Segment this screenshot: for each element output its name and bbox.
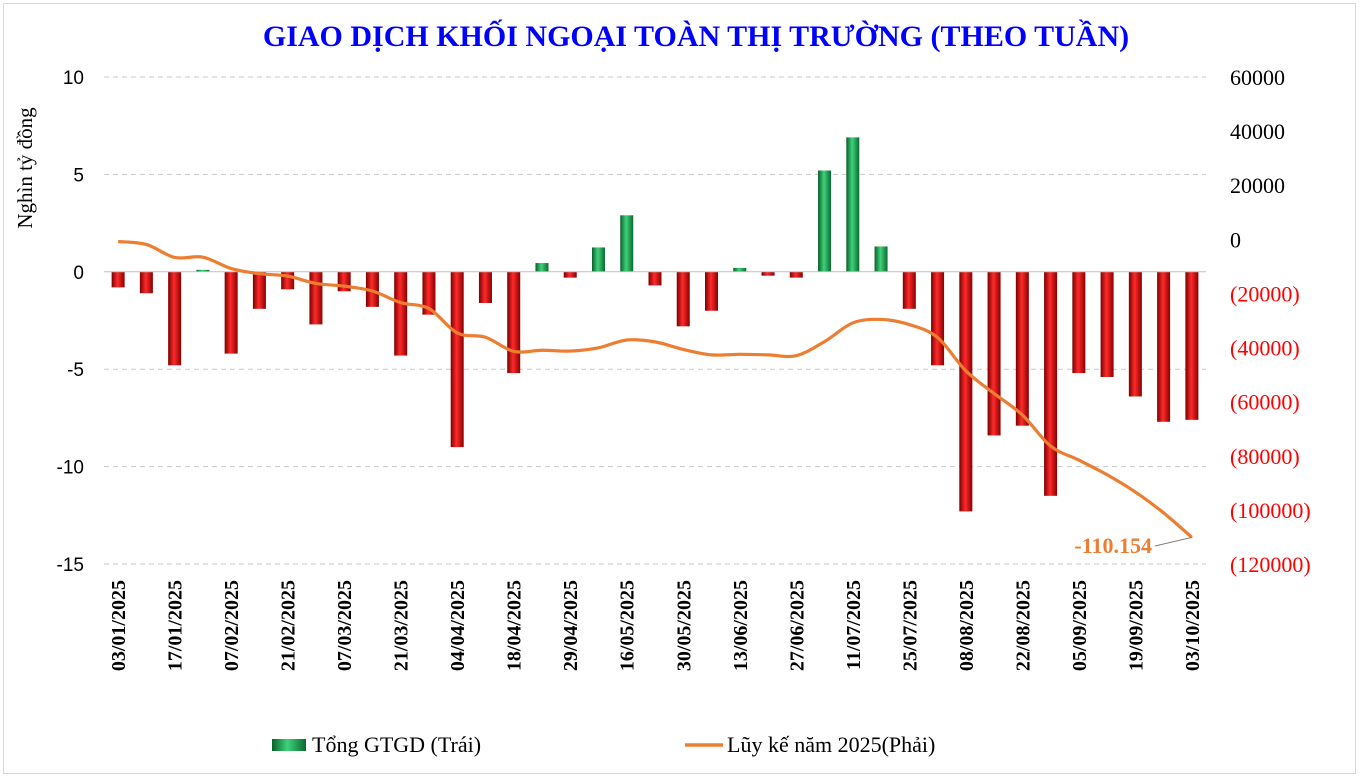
bar (648, 271, 662, 286)
annotation-text: -110.154 (1074, 533, 1152, 558)
x-tick-label: 25/07/2025 (899, 580, 921, 671)
x-tick-label: 27/06/2025 (786, 580, 808, 671)
left-tick-label: 0 (73, 263, 84, 284)
bar (874, 246, 888, 272)
left-tick-label: -10 (57, 458, 84, 479)
bar (422, 271, 436, 315)
right-tick-label: (80000) (1230, 444, 1300, 469)
left-tick-label: 10 (63, 68, 84, 89)
right-tick-label: 40000 (1230, 119, 1285, 144)
right-tick-label: 0 (1230, 227, 1241, 252)
x-tick-label: 07/02/2025 (221, 580, 243, 671)
x-tick-label: 21/03/2025 (391, 580, 413, 671)
bar (846, 137, 860, 272)
bar (591, 247, 605, 272)
x-axis-ticks: 03/01/2025 17/01/2025 07/02/2025 21/02/2025… (108, 580, 1204, 671)
x-tick-label: 03/01/2025 (108, 580, 130, 671)
bar (224, 271, 238, 354)
right-tick-label: (60000) (1230, 390, 1300, 415)
line-series (117, 239, 1193, 539)
bar (1128, 271, 1142, 397)
bar (1157, 271, 1171, 422)
bar (365, 271, 379, 307)
bar (931, 271, 945, 366)
bar (761, 271, 775, 276)
x-tick-label: 19/09/2025 (1125, 580, 1147, 671)
bar (478, 271, 492, 303)
bar (139, 271, 153, 294)
bar (620, 215, 634, 272)
left-tick-label: 5 (73, 165, 84, 186)
annotation-leader (1154, 536, 1192, 547)
right-tick-label: (100000) (1230, 498, 1311, 523)
final-value-annotation: -110.154 (1074, 533, 1192, 558)
bar (987, 271, 1001, 436)
bar-series (111, 137, 1199, 512)
legend-line-label: Lũy kế năm 2025(Phải) (727, 732, 935, 757)
right-tick-label: (20000) (1230, 281, 1300, 306)
bar (196, 269, 210, 272)
bar (337, 271, 351, 292)
bar (450, 271, 464, 448)
chart-title: GIAO DỊCH KHỐI NGOẠI TOÀN THỊ TRƯỜNG (TH… (263, 19, 1129, 53)
bar (676, 271, 690, 327)
bar (252, 271, 266, 309)
left-tick-label: -5 (67, 360, 84, 381)
bar (168, 271, 182, 366)
bar (959, 271, 973, 512)
bar (309, 271, 323, 325)
x-tick-label: 21/02/2025 (278, 580, 300, 671)
cumulative-line (117, 239, 1193, 539)
bar (789, 271, 803, 278)
bar (1015, 271, 1029, 426)
x-tick-label: 11/07/2025 (843, 580, 865, 670)
x-tick-label: 04/04/2025 (447, 580, 469, 671)
right-tick-label: (40000) (1230, 336, 1300, 361)
y-axis-label: Nghìn tỷ đồng (13, 107, 37, 229)
legend-bar-swatch (272, 739, 306, 751)
left-axis-ticks: 10 5 0 -5 -10 -15 (57, 68, 84, 576)
bar (902, 271, 916, 309)
bar (705, 271, 719, 311)
bar (111, 271, 125, 288)
bar (1044, 271, 1058, 496)
x-tick-label: 07/03/2025 (334, 580, 356, 671)
x-tick-label: 13/06/2025 (730, 580, 752, 671)
bar (1072, 271, 1086, 374)
x-tick-label: 16/05/2025 (617, 580, 639, 671)
x-tick-label: 05/09/2025 (1069, 580, 1091, 671)
grid-lines (104, 76, 1206, 565)
x-tick-label: 08/08/2025 (956, 580, 978, 671)
x-tick-label: 03/10/2025 (1182, 580, 1204, 671)
right-axis-ticks: 60000 40000 20000 0 (20000) (40000) (60000) (80… (1230, 65, 1311, 577)
bar (1185, 271, 1199, 420)
legend: Tổng GTGD (Trái) Lũy kế năm 2025(Phải) (272, 732, 935, 757)
left-tick-label: -15 (57, 555, 84, 576)
x-tick-label: 29/04/2025 (560, 580, 582, 671)
bar (507, 271, 521, 374)
x-tick-label: 22/08/2025 (1012, 580, 1034, 671)
x-tick-label: 17/01/2025 (165, 580, 187, 671)
bar (394, 271, 408, 356)
right-tick-label: 60000 (1230, 65, 1285, 90)
x-tick-label: 30/05/2025 (673, 580, 695, 671)
x-tick-label: 18/04/2025 (504, 580, 526, 671)
legend-bar-label: Tổng GTGD (Trái) (312, 732, 481, 757)
right-tick-label: (120000) (1230, 552, 1311, 577)
right-tick-label: 20000 (1230, 173, 1285, 198)
bar (535, 263, 549, 272)
bar (563, 271, 577, 278)
bar (818, 170, 832, 272)
bar (1100, 271, 1114, 377)
bar (733, 267, 747, 272)
